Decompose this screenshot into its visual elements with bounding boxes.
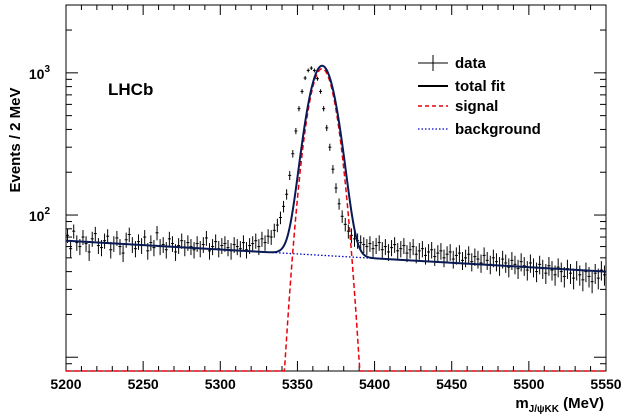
x-axis-title: mJ/ψKK (MeV) [515, 395, 604, 415]
experiment-label: LHCb [108, 80, 153, 99]
y-tick-label-exponent: 2 [44, 206, 50, 217]
y-tick-label-base: 10 [29, 66, 45, 82]
x-tick-label: 5450 [436, 376, 467, 392]
legend-item-background: background [418, 121, 541, 138]
legend-item-total-fit: total fit [418, 78, 505, 95]
x-axis-title-unit: (MeV) [563, 395, 604, 412]
legend-signal-label: signal [455, 98, 498, 115]
x-tick-label: 5350 [282, 376, 313, 392]
legend-total-fit-label: total fit [455, 78, 505, 95]
x-tick-label: 5200 [50, 376, 81, 392]
x-axis-title-symbol: m [515, 395, 528, 412]
x-tick-label: 5250 [128, 376, 159, 392]
y-axis-title: Events / 2 MeV [7, 87, 24, 192]
signal-curve [66, 67, 606, 372]
y-tick-label-base: 10 [29, 208, 45, 224]
legend-item-data: data [418, 55, 487, 72]
legend-background-label: background [455, 121, 541, 138]
legend-item-signal: signal [418, 98, 498, 115]
x-tick-label: 5300 [205, 376, 236, 392]
legend-data-label: data [455, 55, 487, 72]
y-tick-label: 103 [29, 64, 51, 82]
x-tick-label: 5400 [359, 376, 390, 392]
background-curve [65, 240, 607, 273]
x-tick-label: 5550 [590, 376, 621, 392]
x-tick-label: 5500 [513, 376, 544, 392]
plot-frame [65, 4, 607, 372]
x-axis-title-subscript: J/ψKK [529, 404, 560, 415]
y-tick-label: 102 [29, 206, 51, 224]
x-axis-ticks: 5200 5250 5300 5350 5400 5450 5500 5550 [50, 5, 622, 392]
legend: data total fit signal background [418, 55, 541, 138]
y-tick-label-exponent: 3 [44, 64, 50, 75]
total-fit-curve [65, 64, 607, 273]
